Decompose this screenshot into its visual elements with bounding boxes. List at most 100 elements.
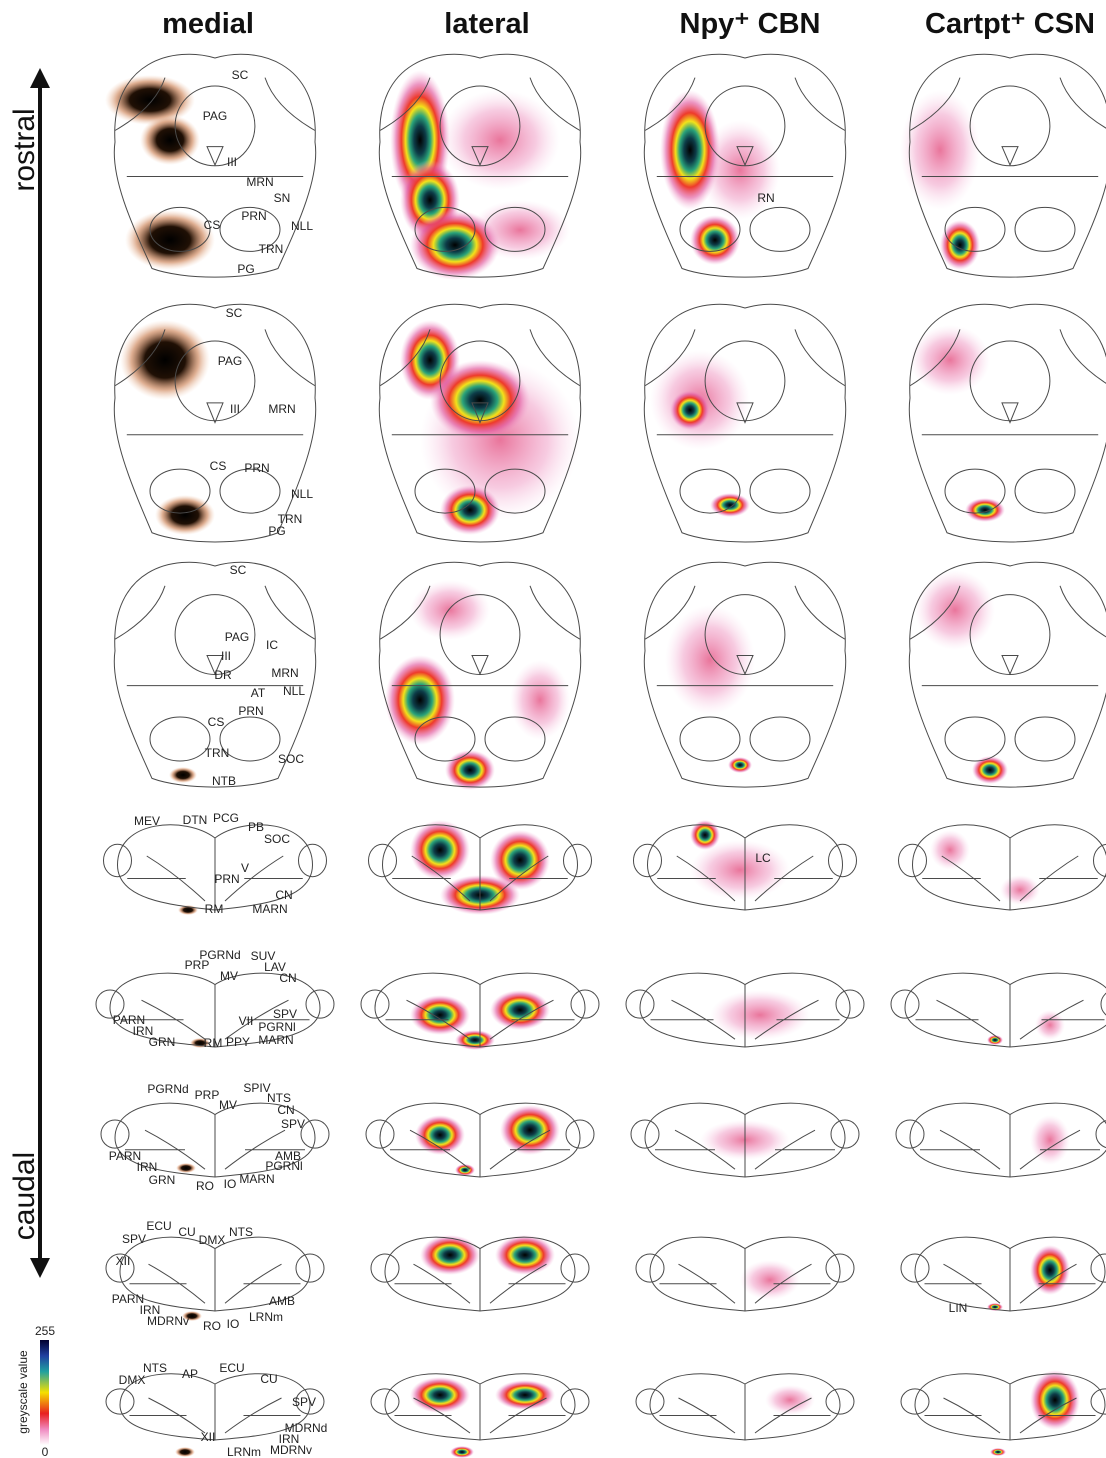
region-label: IRN — [137, 1160, 158, 1174]
region-label: SOC — [264, 832, 290, 846]
labeling-density — [670, 390, 710, 430]
region-label: CU — [178, 1225, 195, 1239]
region-label: III — [230, 402, 240, 416]
region-label: SPV — [122, 1232, 146, 1246]
region-label: SC — [232, 68, 249, 82]
region-label: RO — [196, 1179, 214, 1193]
region-label: MARN — [239, 1172, 274, 1186]
region-label: DTN — [183, 813, 208, 827]
region-label: MDRNv — [270, 1443, 312, 1457]
region-label: MV — [220, 969, 238, 983]
labeling-density — [490, 990, 550, 1030]
section-outline — [1002, 655, 1018, 674]
section-outline — [472, 655, 488, 674]
region-label: DMX — [119, 1373, 146, 1387]
region-label: PG — [237, 262, 254, 276]
region-label: PRN — [244, 461, 269, 475]
section-outline — [750, 717, 810, 761]
colorbar-label: greyscale value — [16, 1350, 30, 1434]
labeling-density — [440, 485, 500, 535]
labeling-density — [495, 1235, 555, 1275]
region-label: V — [241, 861, 249, 875]
labeling-density — [445, 750, 495, 790]
region-label: CS — [204, 218, 221, 232]
labeling-density — [915, 570, 995, 650]
labeling-density — [420, 1235, 480, 1275]
labeling-density — [410, 1377, 470, 1413]
region-label: PGRNl — [258, 1020, 295, 1034]
region-label: PGRNd — [147, 1082, 188, 1096]
column-header: lateral — [444, 8, 529, 40]
column-header: Npy⁺ CBN — [680, 8, 821, 40]
section-outline — [1002, 147, 1018, 165]
region-label: IO — [227, 1317, 240, 1331]
region-label: TRN — [205, 746, 230, 760]
labeling-density — [690, 840, 790, 900]
labeling-density — [175, 1447, 195, 1457]
labeling-density — [910, 325, 990, 395]
labeling-density — [500, 1105, 560, 1155]
region-label: PAG — [218, 354, 242, 368]
region-label: CN — [277, 1103, 294, 1117]
section-outline — [905, 973, 1106, 1047]
labeling-density — [1035, 1010, 1065, 1040]
labeling-density — [665, 605, 755, 715]
region-label: SPV — [281, 1117, 305, 1131]
labeling-density — [450, 1446, 474, 1458]
section-outline — [1015, 717, 1075, 761]
region-label: SPV — [273, 1007, 297, 1021]
labeling-density — [176, 1163, 196, 1173]
labeling-density — [660, 90, 720, 210]
section-outline — [680, 717, 740, 761]
region-label: CU — [260, 1372, 277, 1386]
figure: rostral caudal 255 0 greyscale value med… — [0, 0, 1106, 1458]
labeling-density — [510, 660, 570, 740]
region-label: ECU — [146, 1219, 171, 1233]
region-label: XII — [116, 1254, 131, 1268]
region-label: SC — [230, 563, 247, 577]
region-label: MEV — [134, 814, 160, 828]
heatmaps — [105, 70, 1080, 1458]
region-label: SC — [226, 306, 243, 320]
region-label: III — [221, 649, 231, 663]
region-label: NTS — [143, 1361, 167, 1375]
region-label: DMX — [199, 1233, 226, 1247]
region-label: PAG — [225, 630, 249, 644]
section-outline — [1002, 403, 1018, 423]
section-outline — [1096, 1120, 1106, 1148]
labeling-density — [690, 215, 740, 265]
section-outline — [750, 207, 810, 251]
region-label: TRN — [259, 242, 284, 256]
region-label: MRN — [271, 666, 298, 680]
region-label: SN — [274, 191, 291, 205]
region-label: PRN — [214, 872, 239, 886]
column-header: medial — [162, 8, 254, 40]
section-outline — [680, 469, 740, 513]
region-label: PAG — [203, 109, 227, 123]
region-label: CN — [275, 888, 292, 902]
region-label: CS — [208, 715, 225, 729]
region-label: PG — [268, 524, 285, 538]
region-label: NLL — [283, 684, 305, 698]
region-label: NLL — [291, 219, 313, 233]
labeling-density — [415, 1115, 465, 1155]
region-label: PCG — [213, 811, 239, 825]
region-label: MDRNv — [147, 1314, 189, 1328]
region-label: PRP — [185, 958, 210, 972]
region-label: PRP — [195, 1088, 220, 1102]
section-outline — [1015, 207, 1075, 251]
region-label: PGRNl — [265, 1159, 302, 1173]
section-outline — [920, 1115, 1100, 1177]
region-label: CS — [210, 459, 227, 473]
region-label: RM — [204, 1036, 223, 1050]
section-outline — [657, 838, 833, 910]
section-outline — [945, 717, 1005, 761]
colorbar-max: 255 — [35, 1324, 55, 1338]
region-label: RN — [757, 191, 774, 205]
labeling-density — [930, 830, 970, 870]
labeling-density — [940, 220, 980, 270]
region-label: AMB — [269, 1294, 295, 1308]
section-outline — [910, 1103, 1106, 1177]
labeling-density — [728, 757, 752, 773]
labeling-density — [120, 320, 210, 400]
